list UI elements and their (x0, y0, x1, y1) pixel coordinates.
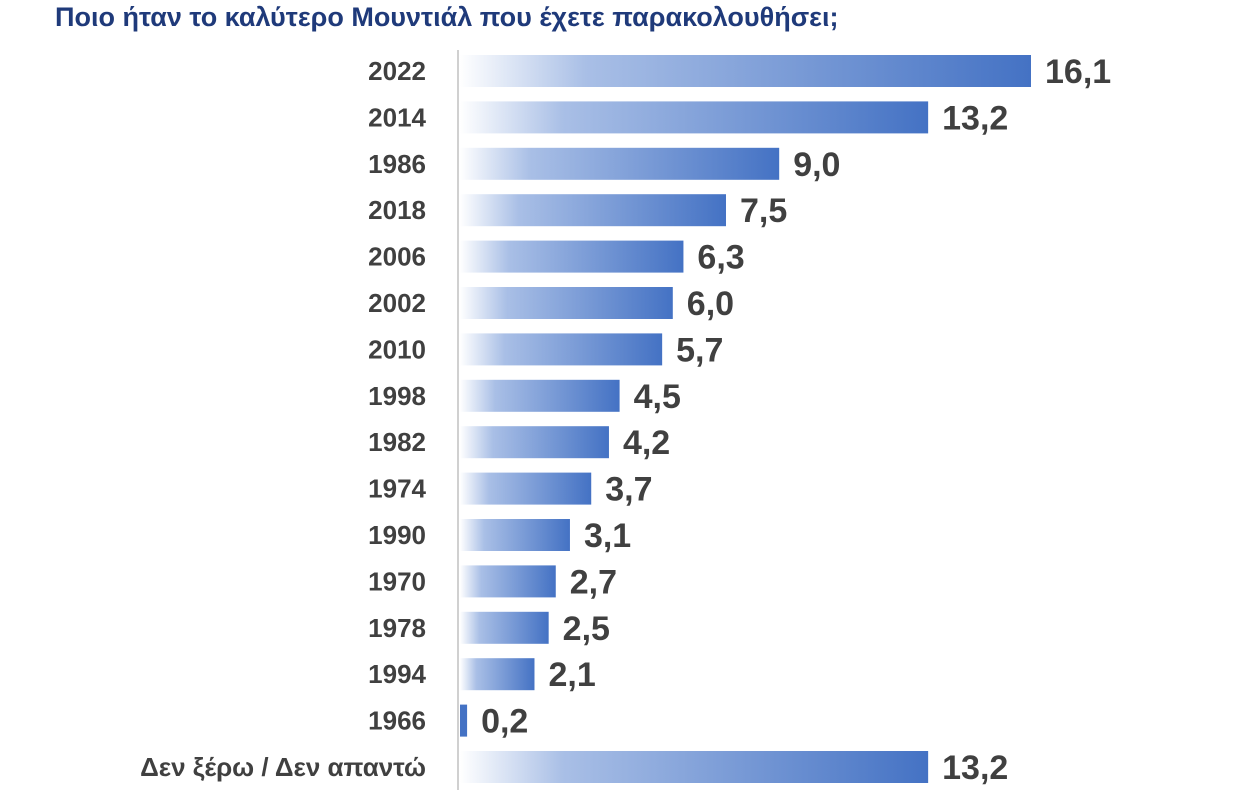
bar (460, 55, 1031, 87)
category-label: 2014 (368, 102, 426, 132)
category-label: 2010 (368, 334, 426, 364)
category-label: 1990 (368, 520, 426, 550)
data-label: 2,1 (548, 656, 595, 694)
bar (460, 101, 929, 134)
data-label: 2,5 (563, 610, 610, 648)
bar (460, 472, 592, 505)
bar (460, 565, 556, 598)
data-label: 4,2 (623, 424, 670, 462)
data-label: 13,2 (942, 99, 1008, 137)
bar (460, 287, 673, 319)
bar (460, 658, 535, 691)
bar (460, 751, 929, 783)
bar (460, 426, 609, 459)
data-label: 3,7 (605, 471, 652, 509)
data-label: 0,2 (481, 703, 528, 741)
category-label: 2022 (368, 56, 426, 86)
data-label: 6,3 (697, 239, 744, 277)
bar (460, 379, 620, 412)
bar (460, 147, 780, 180)
bar (460, 611, 549, 644)
category-label: 2006 (368, 242, 426, 272)
bar (460, 194, 726, 227)
category-label: 2002 (368, 288, 426, 318)
bar (460, 333, 663, 366)
chart-title: Ποιο ήταν το καλύτερο Μουντιάλ που έχετε… (55, 2, 839, 32)
data-label: 2,7 (570, 563, 617, 601)
bar (460, 240, 684, 273)
data-label: 6,0 (687, 285, 734, 323)
category-label: Δεν ξέρω / Δεν απαντώ (140, 752, 426, 782)
category-label: 1978 (368, 613, 426, 643)
category-label: 1974 (368, 474, 426, 504)
bar (460, 519, 570, 551)
category-label: 1982 (368, 427, 426, 457)
category-label: 1966 (368, 706, 426, 736)
data-label: 13,2 (942, 749, 1008, 787)
data-label: 5,7 (676, 331, 723, 369)
category-label: 1998 (368, 381, 426, 411)
bar (460, 704, 468, 737)
data-label: 16,1 (1045, 53, 1111, 91)
data-label: 3,1 (584, 517, 631, 555)
category-label: 1970 (368, 566, 426, 596)
data-label: 9,0 (793, 146, 840, 184)
data-label: 4,5 (634, 378, 681, 416)
category-label: 1986 (368, 149, 426, 179)
data-label: 7,5 (740, 192, 787, 230)
category-label: 1994 (368, 659, 426, 689)
category-label: 2018 (368, 195, 426, 225)
